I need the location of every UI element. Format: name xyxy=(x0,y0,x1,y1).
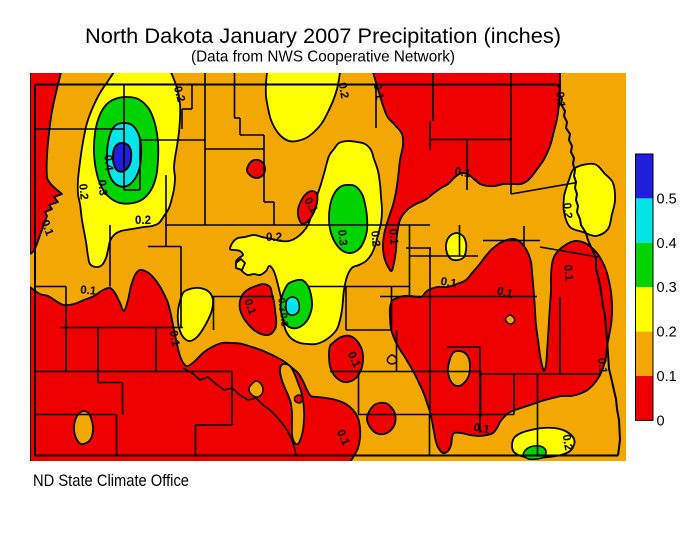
svg-text:0: 0 xyxy=(657,413,665,429)
svg-text:0.3: 0.3 xyxy=(95,179,108,196)
svg-text:0.1: 0.1 xyxy=(386,228,399,246)
svg-text:0.1: 0.1 xyxy=(657,369,677,385)
svg-text:0.1: 0.1 xyxy=(167,330,182,348)
svg-text:0.3: 0.3 xyxy=(657,280,677,296)
svg-text:0.2: 0.2 xyxy=(336,82,351,100)
svg-text:0.3: 0.3 xyxy=(335,229,348,246)
svg-text:0.5: 0.5 xyxy=(657,191,677,207)
svg-text:0.2: 0.2 xyxy=(657,325,677,341)
svg-text:0.2: 0.2 xyxy=(135,215,151,227)
svg-text:0.2: 0.2 xyxy=(368,230,381,247)
svg-text:ND State Climate Office: ND State Climate Office xyxy=(33,471,189,490)
svg-text:0.2: 0.2 xyxy=(266,232,282,244)
svg-text:0.1: 0.1 xyxy=(454,166,472,181)
svg-text:North Dakota January 2007 Prec: North Dakota January 2007 Precipitation … xyxy=(85,25,561,48)
svg-text:0.4: 0.4 xyxy=(657,236,677,252)
svg-text:0.1: 0.1 xyxy=(80,284,98,297)
svg-text:0.2: 0.2 xyxy=(171,85,187,104)
svg-text:0.2: 0.2 xyxy=(560,202,573,219)
svg-text:0.1: 0.1 xyxy=(473,422,491,437)
svg-text:0.1: 0.1 xyxy=(440,276,458,291)
svg-text:0.1: 0.1 xyxy=(553,91,566,109)
svg-text:0.1: 0.1 xyxy=(38,218,55,238)
svg-text:0.1: 0.1 xyxy=(241,297,258,317)
svg-text:0.1: 0.1 xyxy=(371,83,386,101)
svg-text:0.2: 0.2 xyxy=(76,183,89,200)
svg-text:0.1: 0.1 xyxy=(595,357,608,375)
svg-text:0.1: 0.1 xyxy=(561,264,574,282)
svg-text:0.3: 0.3 xyxy=(277,312,289,327)
svg-text:0.1: 0.1 xyxy=(495,285,514,301)
svg-text:0.2: 0.2 xyxy=(560,434,575,452)
svg-text:(Data from NWS Cooperative Net: (Data from NWS Cooperative Network) xyxy=(191,49,455,66)
svg-text:0.4: 0.4 xyxy=(101,154,114,172)
svg-text:0.3: 0.3 xyxy=(275,297,287,312)
